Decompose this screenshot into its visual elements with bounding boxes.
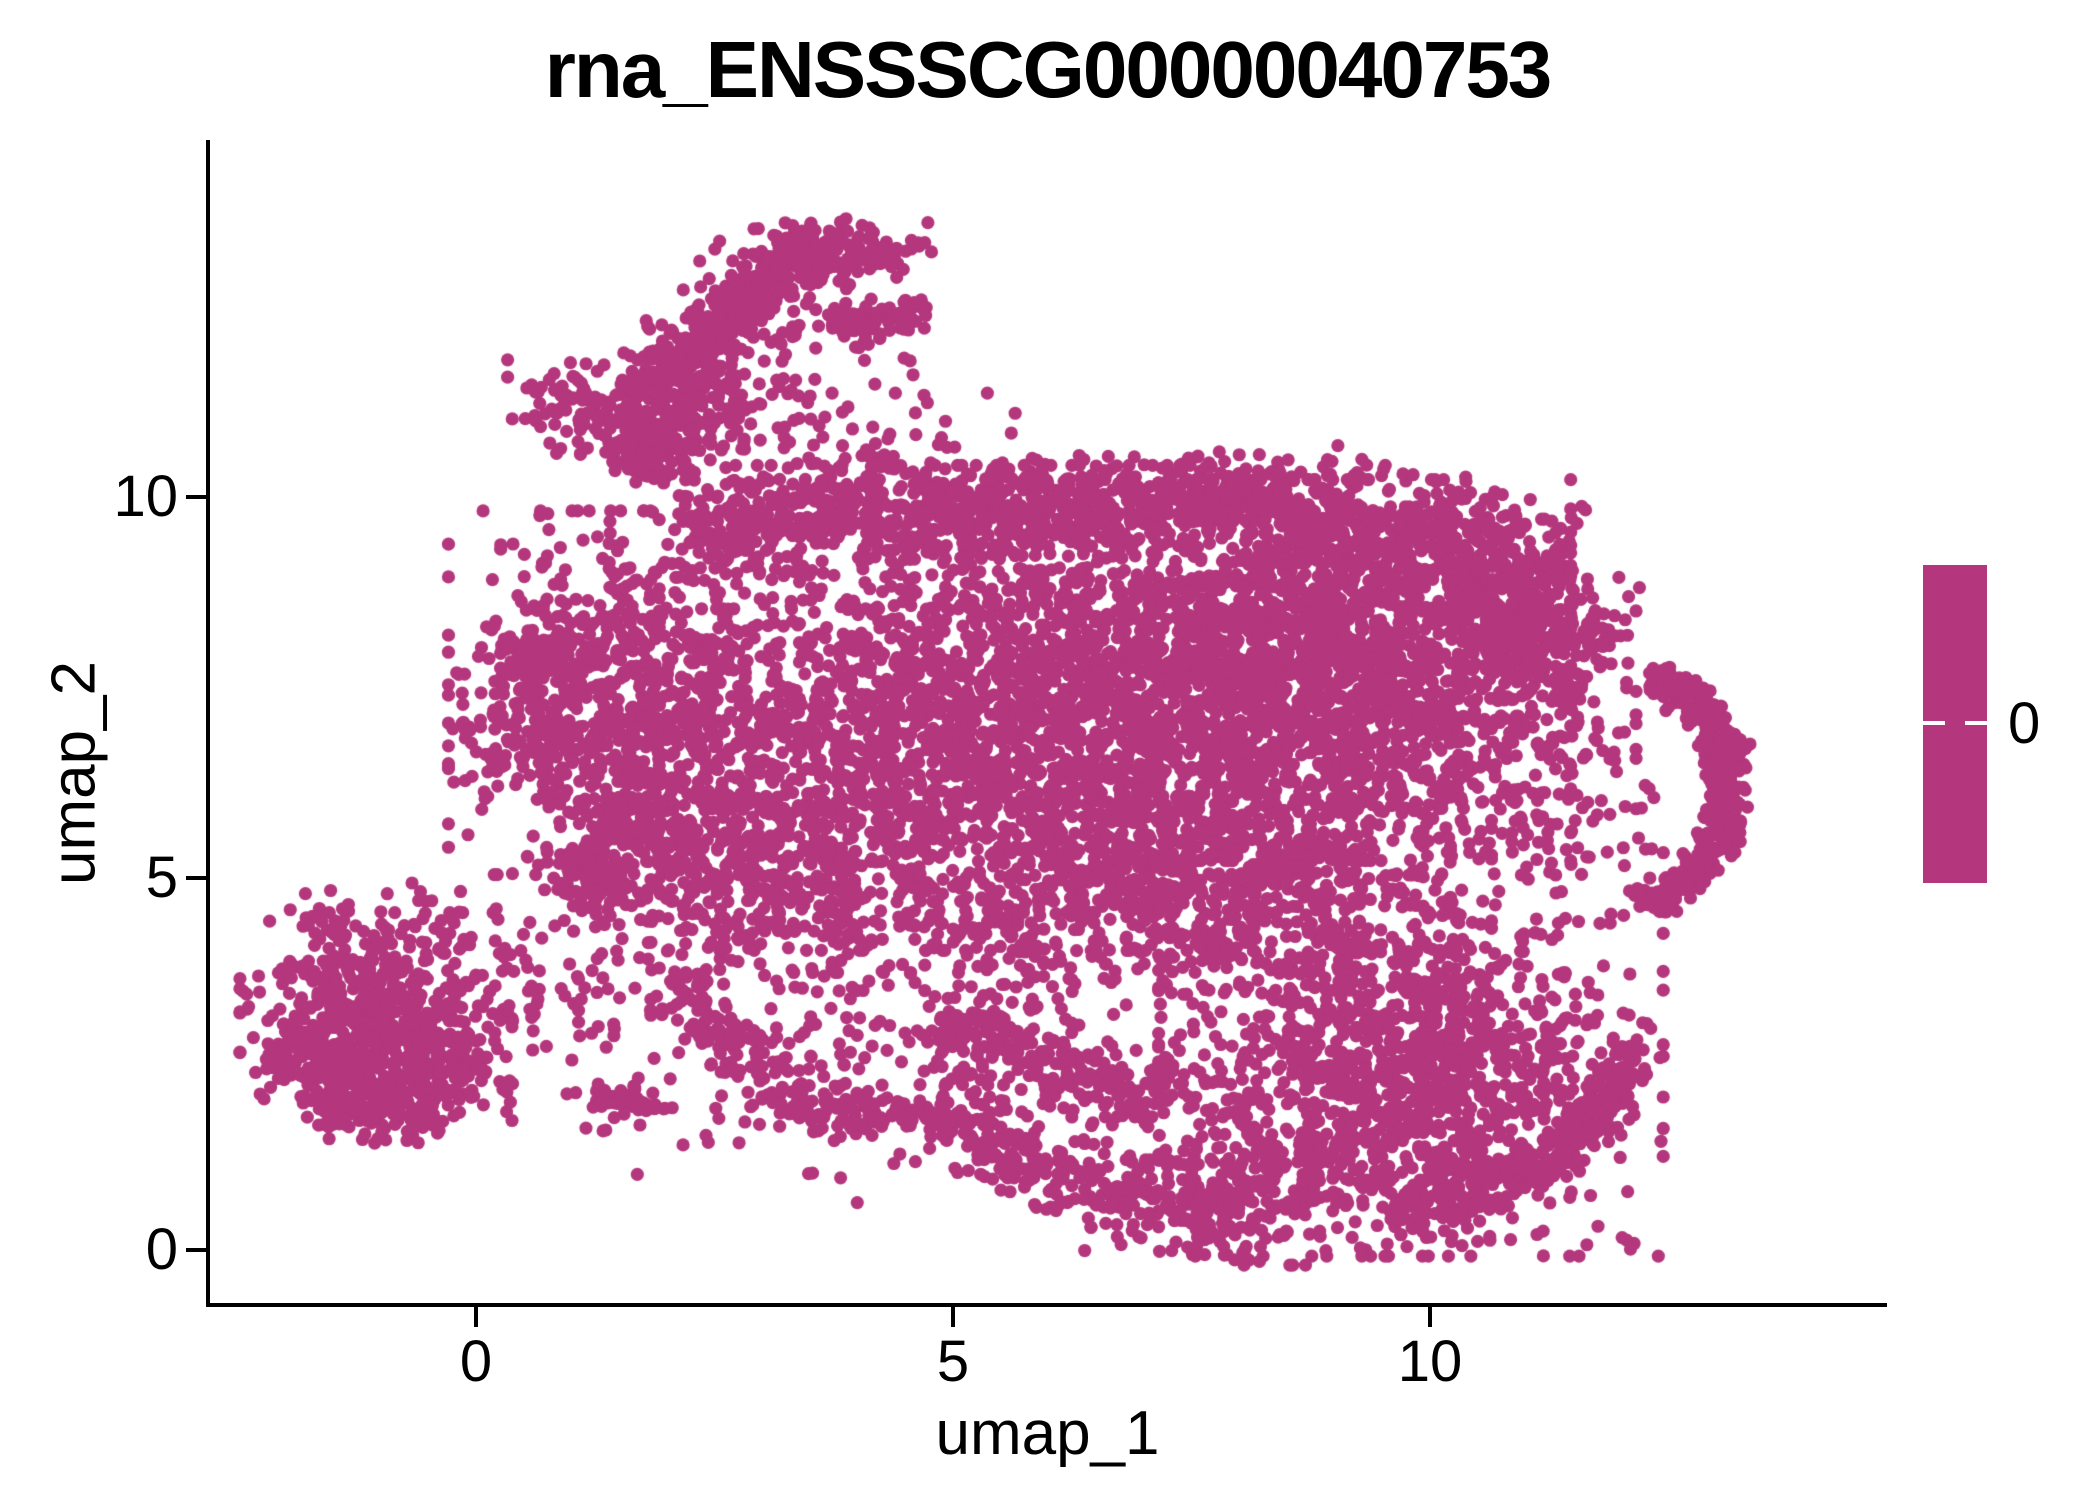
x-axis-label: umap_1: [935, 1399, 1160, 1468]
y-axis-line: [206, 140, 210, 1307]
y-tick-label-0: 0: [145, 1217, 178, 1282]
x-tick-label-5: 5: [936, 1329, 970, 1394]
x-tick-mark-5: [951, 1307, 955, 1327]
x-axis-line: [206, 1303, 1887, 1307]
plot-title: rna_ENSSSCG00000040753: [544, 25, 1553, 114]
x-tick-label-10: 10: [1397, 1329, 1463, 1394]
x-tick-mark-10: [1428, 1307, 1432, 1327]
y-tick-mark-5: [186, 876, 206, 880]
legend-value-label: 0: [2008, 691, 2041, 756]
legend-colorbar-tick-right: [1965, 721, 1987, 725]
legend-colorbar-tick-left: [1923, 721, 1945, 725]
y-axis-label: umap_2: [39, 660, 109, 886]
y-tick-label-5: 5: [145, 845, 178, 910]
x-tick-mark-0: [474, 1307, 478, 1327]
x-tick-label-0: 0: [459, 1329, 493, 1394]
y-tick-mark-10: [186, 495, 206, 499]
y-tick-mark-0: [186, 1248, 206, 1252]
y-tick-label-10: 10: [113, 464, 178, 529]
